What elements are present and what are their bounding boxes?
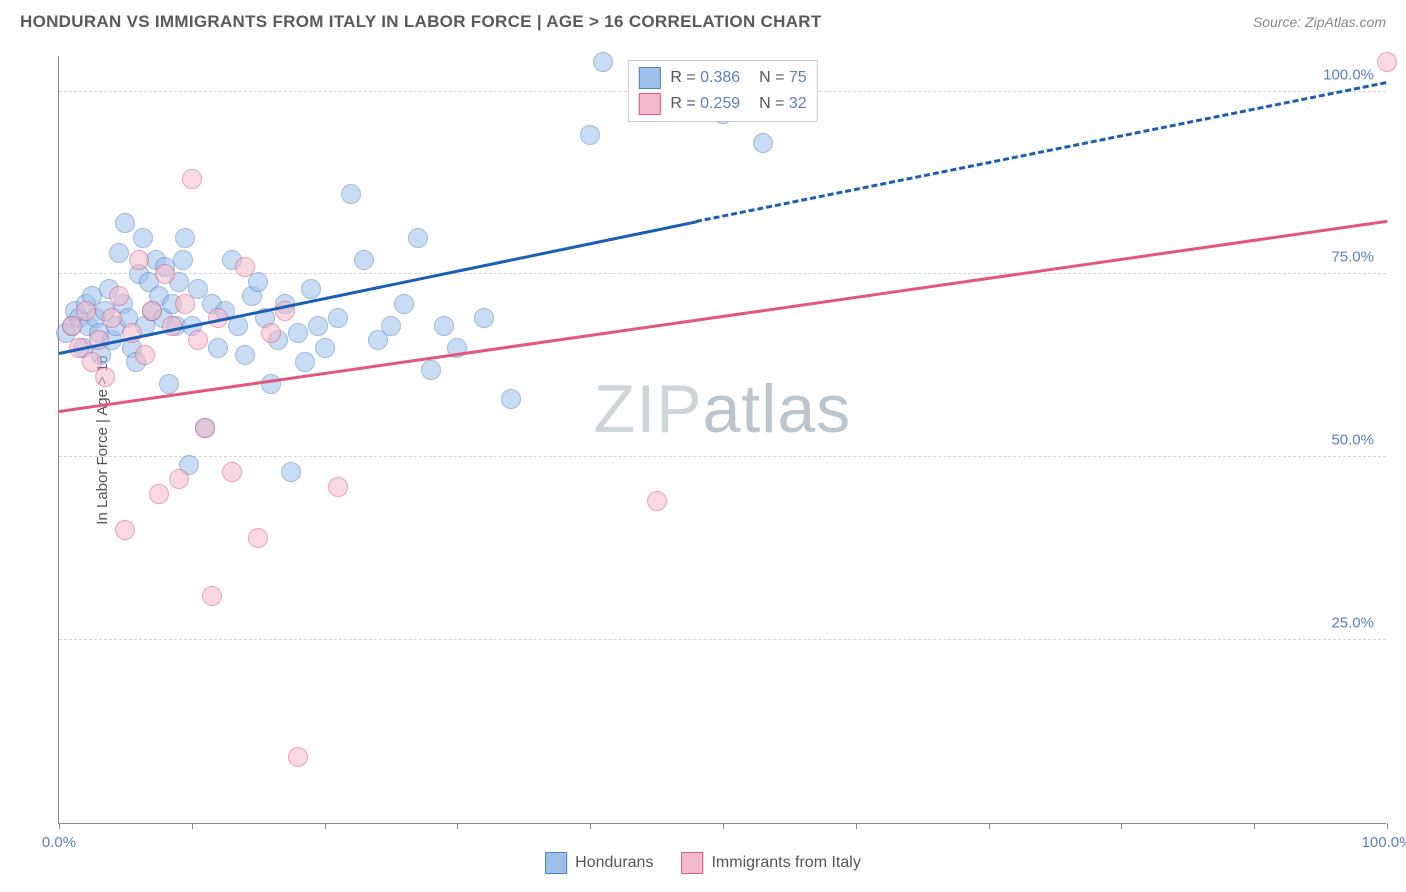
x-tick	[192, 823, 193, 829]
data-point	[173, 250, 193, 270]
legend-n-label: N = 75	[750, 69, 806, 87]
y-tick-label: 100.0%	[1323, 66, 1374, 83]
data-point	[288, 747, 308, 767]
chart-title: HONDURAN VS IMMIGRANTS FROM ITALY IN LAB…	[20, 12, 822, 32]
data-point	[354, 250, 374, 270]
data-point	[133, 228, 153, 248]
x-tick	[989, 823, 990, 829]
data-point	[76, 301, 96, 321]
chart-area: In Labor Force | Age > 16 ZIPatlas R = 0…	[20, 48, 1396, 832]
legend-top: R = 0.386 N = 75R = 0.259 N = 32	[627, 60, 817, 122]
legend-label: Hondurans	[575, 854, 653, 872]
data-point	[328, 308, 348, 328]
data-point	[208, 338, 228, 358]
data-point	[261, 374, 281, 394]
data-point	[142, 301, 162, 321]
y-tick-label: 25.0%	[1331, 615, 1374, 632]
legend-swatch	[545, 852, 567, 874]
watermark: ZIPatlas	[594, 370, 851, 448]
x-tick	[856, 823, 857, 829]
data-point	[102, 308, 122, 328]
data-point	[434, 316, 454, 336]
data-point	[248, 528, 268, 548]
data-point	[474, 308, 494, 328]
data-point	[421, 360, 441, 380]
data-point	[235, 257, 255, 277]
x-tick	[1387, 823, 1388, 829]
legend-swatch	[638, 93, 660, 115]
legend-row: R = 0.386 N = 75	[638, 65, 806, 91]
gridline	[59, 639, 1386, 640]
x-tick	[325, 823, 326, 829]
data-point	[1377, 52, 1397, 72]
legend-swatch	[638, 67, 660, 89]
data-point	[159, 374, 179, 394]
legend-bottom: Hondurans Immigrants from Italy	[545, 852, 861, 874]
data-point	[109, 286, 129, 306]
data-point	[301, 279, 321, 299]
legend-r-label: R = 0.259	[670, 95, 740, 113]
data-point	[95, 367, 115, 387]
x-tick	[723, 823, 724, 829]
legend-item: Immigrants from Italy	[681, 852, 860, 874]
legend-label: Immigrants from Italy	[711, 854, 860, 872]
data-point	[175, 294, 195, 314]
data-point	[202, 586, 222, 606]
data-point	[394, 294, 414, 314]
data-point	[308, 316, 328, 336]
data-point	[175, 228, 195, 248]
data-point	[288, 323, 308, 343]
x-tick-label: 0.0%	[42, 834, 76, 851]
data-point	[408, 228, 428, 248]
y-tick-label: 50.0%	[1331, 432, 1374, 449]
x-tick-label: 100.0%	[1362, 834, 1406, 851]
data-point	[328, 477, 348, 497]
data-point	[501, 389, 521, 409]
x-tick	[457, 823, 458, 829]
x-tick	[1254, 823, 1255, 829]
data-point	[135, 345, 155, 365]
data-point	[149, 484, 169, 504]
x-tick	[590, 823, 591, 829]
legend-row: R = 0.259 N = 32	[638, 91, 806, 117]
gridline	[59, 456, 1386, 457]
data-point	[593, 52, 613, 72]
data-point	[115, 520, 135, 540]
data-point	[381, 316, 401, 336]
data-point	[182, 169, 202, 189]
legend-n-label: N = 32	[750, 95, 806, 113]
data-point	[155, 264, 175, 284]
data-point	[580, 125, 600, 145]
data-point	[115, 213, 135, 233]
legend-item: Hondurans	[545, 852, 653, 874]
data-point	[169, 469, 189, 489]
data-point	[315, 338, 335, 358]
data-point	[195, 418, 215, 438]
data-point	[109, 243, 129, 263]
data-point	[341, 184, 361, 204]
x-tick	[59, 823, 60, 829]
data-point	[753, 133, 773, 153]
legend-r-label: R = 0.386	[670, 69, 740, 87]
y-tick-label: 75.0%	[1331, 249, 1374, 266]
data-point	[281, 462, 301, 482]
plot-region: ZIPatlas R = 0.386 N = 75R = 0.259 N = 3…	[58, 56, 1386, 824]
source-label: Source: ZipAtlas.com	[1253, 14, 1386, 30]
data-point	[235, 345, 255, 365]
x-tick	[1121, 823, 1122, 829]
data-point	[261, 323, 281, 343]
data-point	[188, 330, 208, 350]
legend-swatch	[681, 852, 703, 874]
data-point	[222, 462, 242, 482]
data-point	[647, 491, 667, 511]
data-point	[129, 250, 149, 270]
data-point	[295, 352, 315, 372]
